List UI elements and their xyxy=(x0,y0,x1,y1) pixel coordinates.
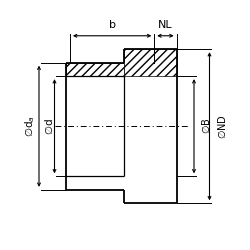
Polygon shape xyxy=(66,63,124,76)
Text: $\emptyset$d: $\emptyset$d xyxy=(43,118,55,135)
Text: NL: NL xyxy=(158,20,173,30)
Text: $\emptyset$B: $\emptyset$B xyxy=(200,118,212,134)
Text: b: b xyxy=(109,20,116,30)
Polygon shape xyxy=(124,49,176,76)
Text: $\emptyset$ND: $\emptyset$ND xyxy=(216,114,228,138)
Text: $\emptyset$d$_a$: $\emptyset$d$_a$ xyxy=(24,116,37,137)
